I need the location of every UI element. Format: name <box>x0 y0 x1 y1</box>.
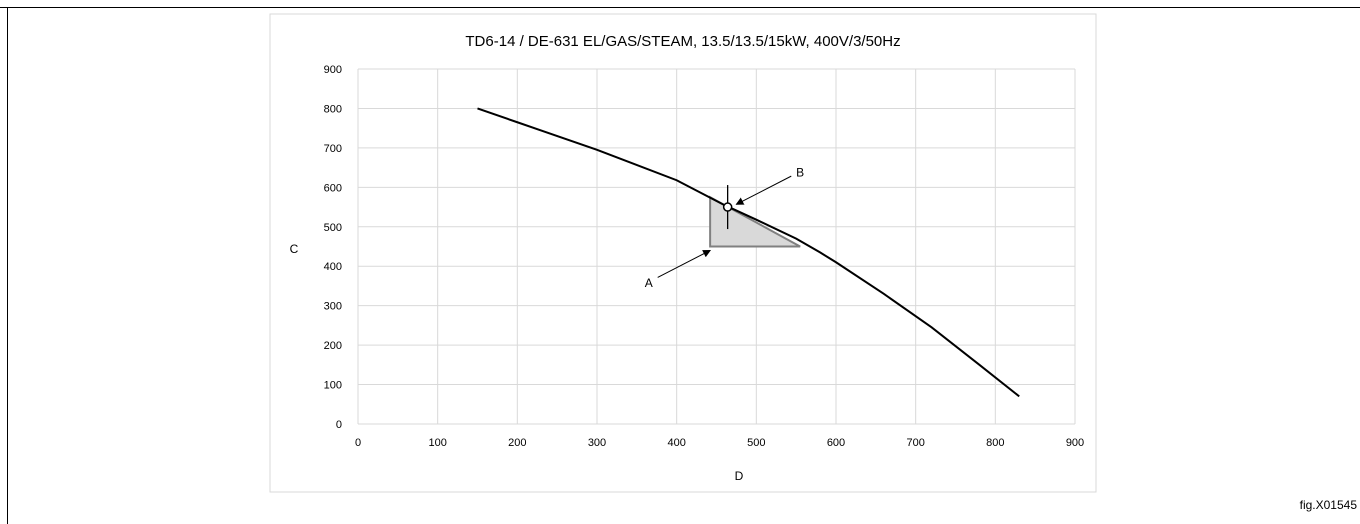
y-tick-label: 200 <box>324 340 342 352</box>
figure-label: fig.X01545 <box>1299 498 1357 512</box>
series-line <box>477 107 1020 398</box>
annotation-label: A <box>645 276 653 290</box>
x-tick-label: 600 <box>827 437 845 449</box>
x-axis-label: D <box>735 469 744 483</box>
x-tick-label: 400 <box>667 437 685 449</box>
annotation-arrow <box>735 175 792 205</box>
y-axis-label: C <box>290 242 299 256</box>
annotations-group: AB <box>645 166 804 290</box>
shaded-region <box>709 195 801 248</box>
x-tick-label: 900 <box>1066 437 1084 449</box>
y-tick-label: 700 <box>324 143 342 155</box>
y-tick-label: 100 <box>324 380 342 392</box>
y-tick-label: 800 <box>324 103 342 115</box>
x-tick-label: 300 <box>588 437 606 449</box>
y-tick-label: 600 <box>324 182 342 194</box>
frame-top-border <box>0 7 1360 8</box>
x-tick-label: 800 <box>986 437 1004 449</box>
annotation-label: B <box>796 166 804 180</box>
marker-point <box>722 202 733 212</box>
y-tick-label: 500 <box>324 222 342 234</box>
x-tick-label: 700 <box>906 437 924 449</box>
y-tick-label: 300 <box>324 301 342 313</box>
grid <box>357 68 1076 425</box>
x-tick-label: 200 <box>508 437 526 449</box>
shaded-region-group <box>709 195 801 248</box>
chart-area-border <box>269 13 1097 493</box>
x-tick-label: 0 <box>355 437 361 449</box>
y-tick-label: 900 <box>324 64 342 76</box>
annotation-arrow <box>657 249 712 278</box>
frame-left-border <box>7 7 8 524</box>
series-group <box>477 107 1020 398</box>
chart-title: TD6-14 / DE-631 EL/GAS/STEAM, 13.5/13.5/… <box>465 33 900 50</box>
x-tick-label: 100 <box>428 437 446 449</box>
y-tick-label: 0 <box>336 419 342 431</box>
tick-labels: 0 100 200 300 400 500 600 700 800 900 0 100 200 300 40… <box>324 64 1085 449</box>
y-tick-label: 400 <box>324 261 342 273</box>
x-tick-label: 500 <box>747 437 765 449</box>
